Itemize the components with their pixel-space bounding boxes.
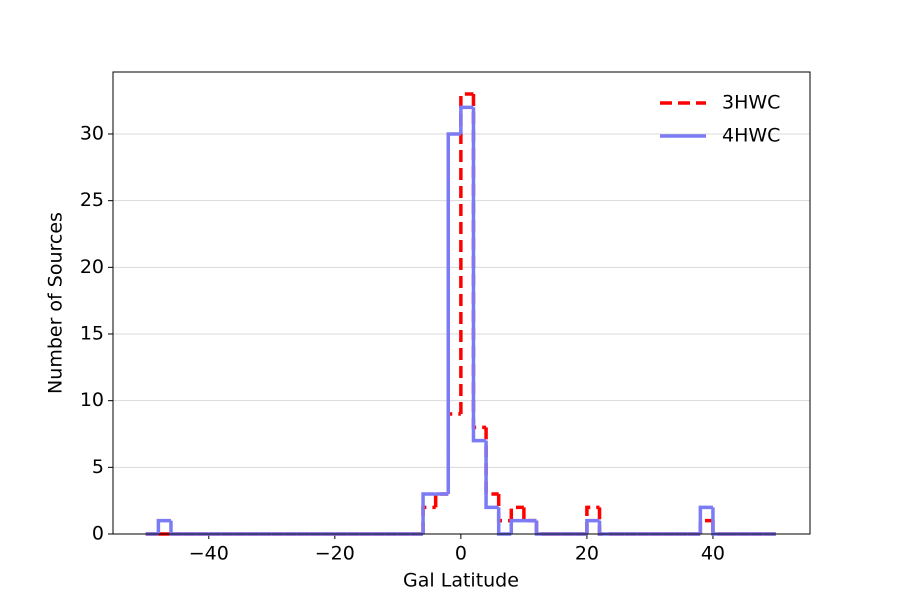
histogram-step (446, 412, 461, 494)
y-tick-label: 25 (80, 189, 104, 211)
histogram-step (484, 427, 499, 496)
histogram-step (459, 105, 474, 134)
histogram-step (421, 505, 436, 534)
x-tick-label: −20 (315, 543, 355, 565)
histogram-step (484, 440, 499, 510)
y-tick-label: 0 (92, 523, 104, 545)
histogram-step (433, 492, 449, 508)
histogram-step (471, 107, 487, 443)
y-tick-label: 5 (92, 456, 104, 478)
histogram-step (522, 507, 537, 523)
plot-frame (112, 71, 811, 535)
y-tick-label: 10 (80, 389, 104, 411)
y-tick-label: 30 (80, 123, 104, 145)
histogram-step (421, 492, 436, 534)
y-tick-label: 20 (80, 256, 104, 278)
histogram-step (534, 520, 550, 536)
histogram-step (496, 494, 512, 523)
y-axis-label: Number of Sources (45, 212, 67, 394)
histogram-step (156, 518, 171, 534)
histogram-step (471, 94, 487, 430)
histogram-step (711, 520, 726, 536)
histogram-step (446, 132, 461, 494)
histogram-step (509, 505, 524, 521)
x-tick-label: −40 (189, 543, 229, 565)
histogram-step (585, 518, 600, 534)
histogram-step (534, 520, 550, 536)
x-tick-label: 40 (701, 543, 725, 565)
histogram-step (711, 507, 726, 536)
x-tick-label: 20 (575, 543, 599, 565)
histogram-step (597, 520, 613, 536)
histogram-step (459, 92, 474, 414)
legend-label: 3HWC (722, 92, 780, 114)
x-tick-label: 0 (455, 543, 467, 565)
histogram-step (597, 507, 613, 536)
histogram-step (698, 505, 713, 534)
legend-label: 4HWC (722, 125, 780, 147)
y-tick-label: 15 (80, 323, 104, 345)
x-axis-label: Gal Latitude (403, 570, 519, 592)
histogram-step (698, 518, 713, 534)
histogram-step (509, 518, 524, 534)
histogram-step (169, 520, 184, 536)
